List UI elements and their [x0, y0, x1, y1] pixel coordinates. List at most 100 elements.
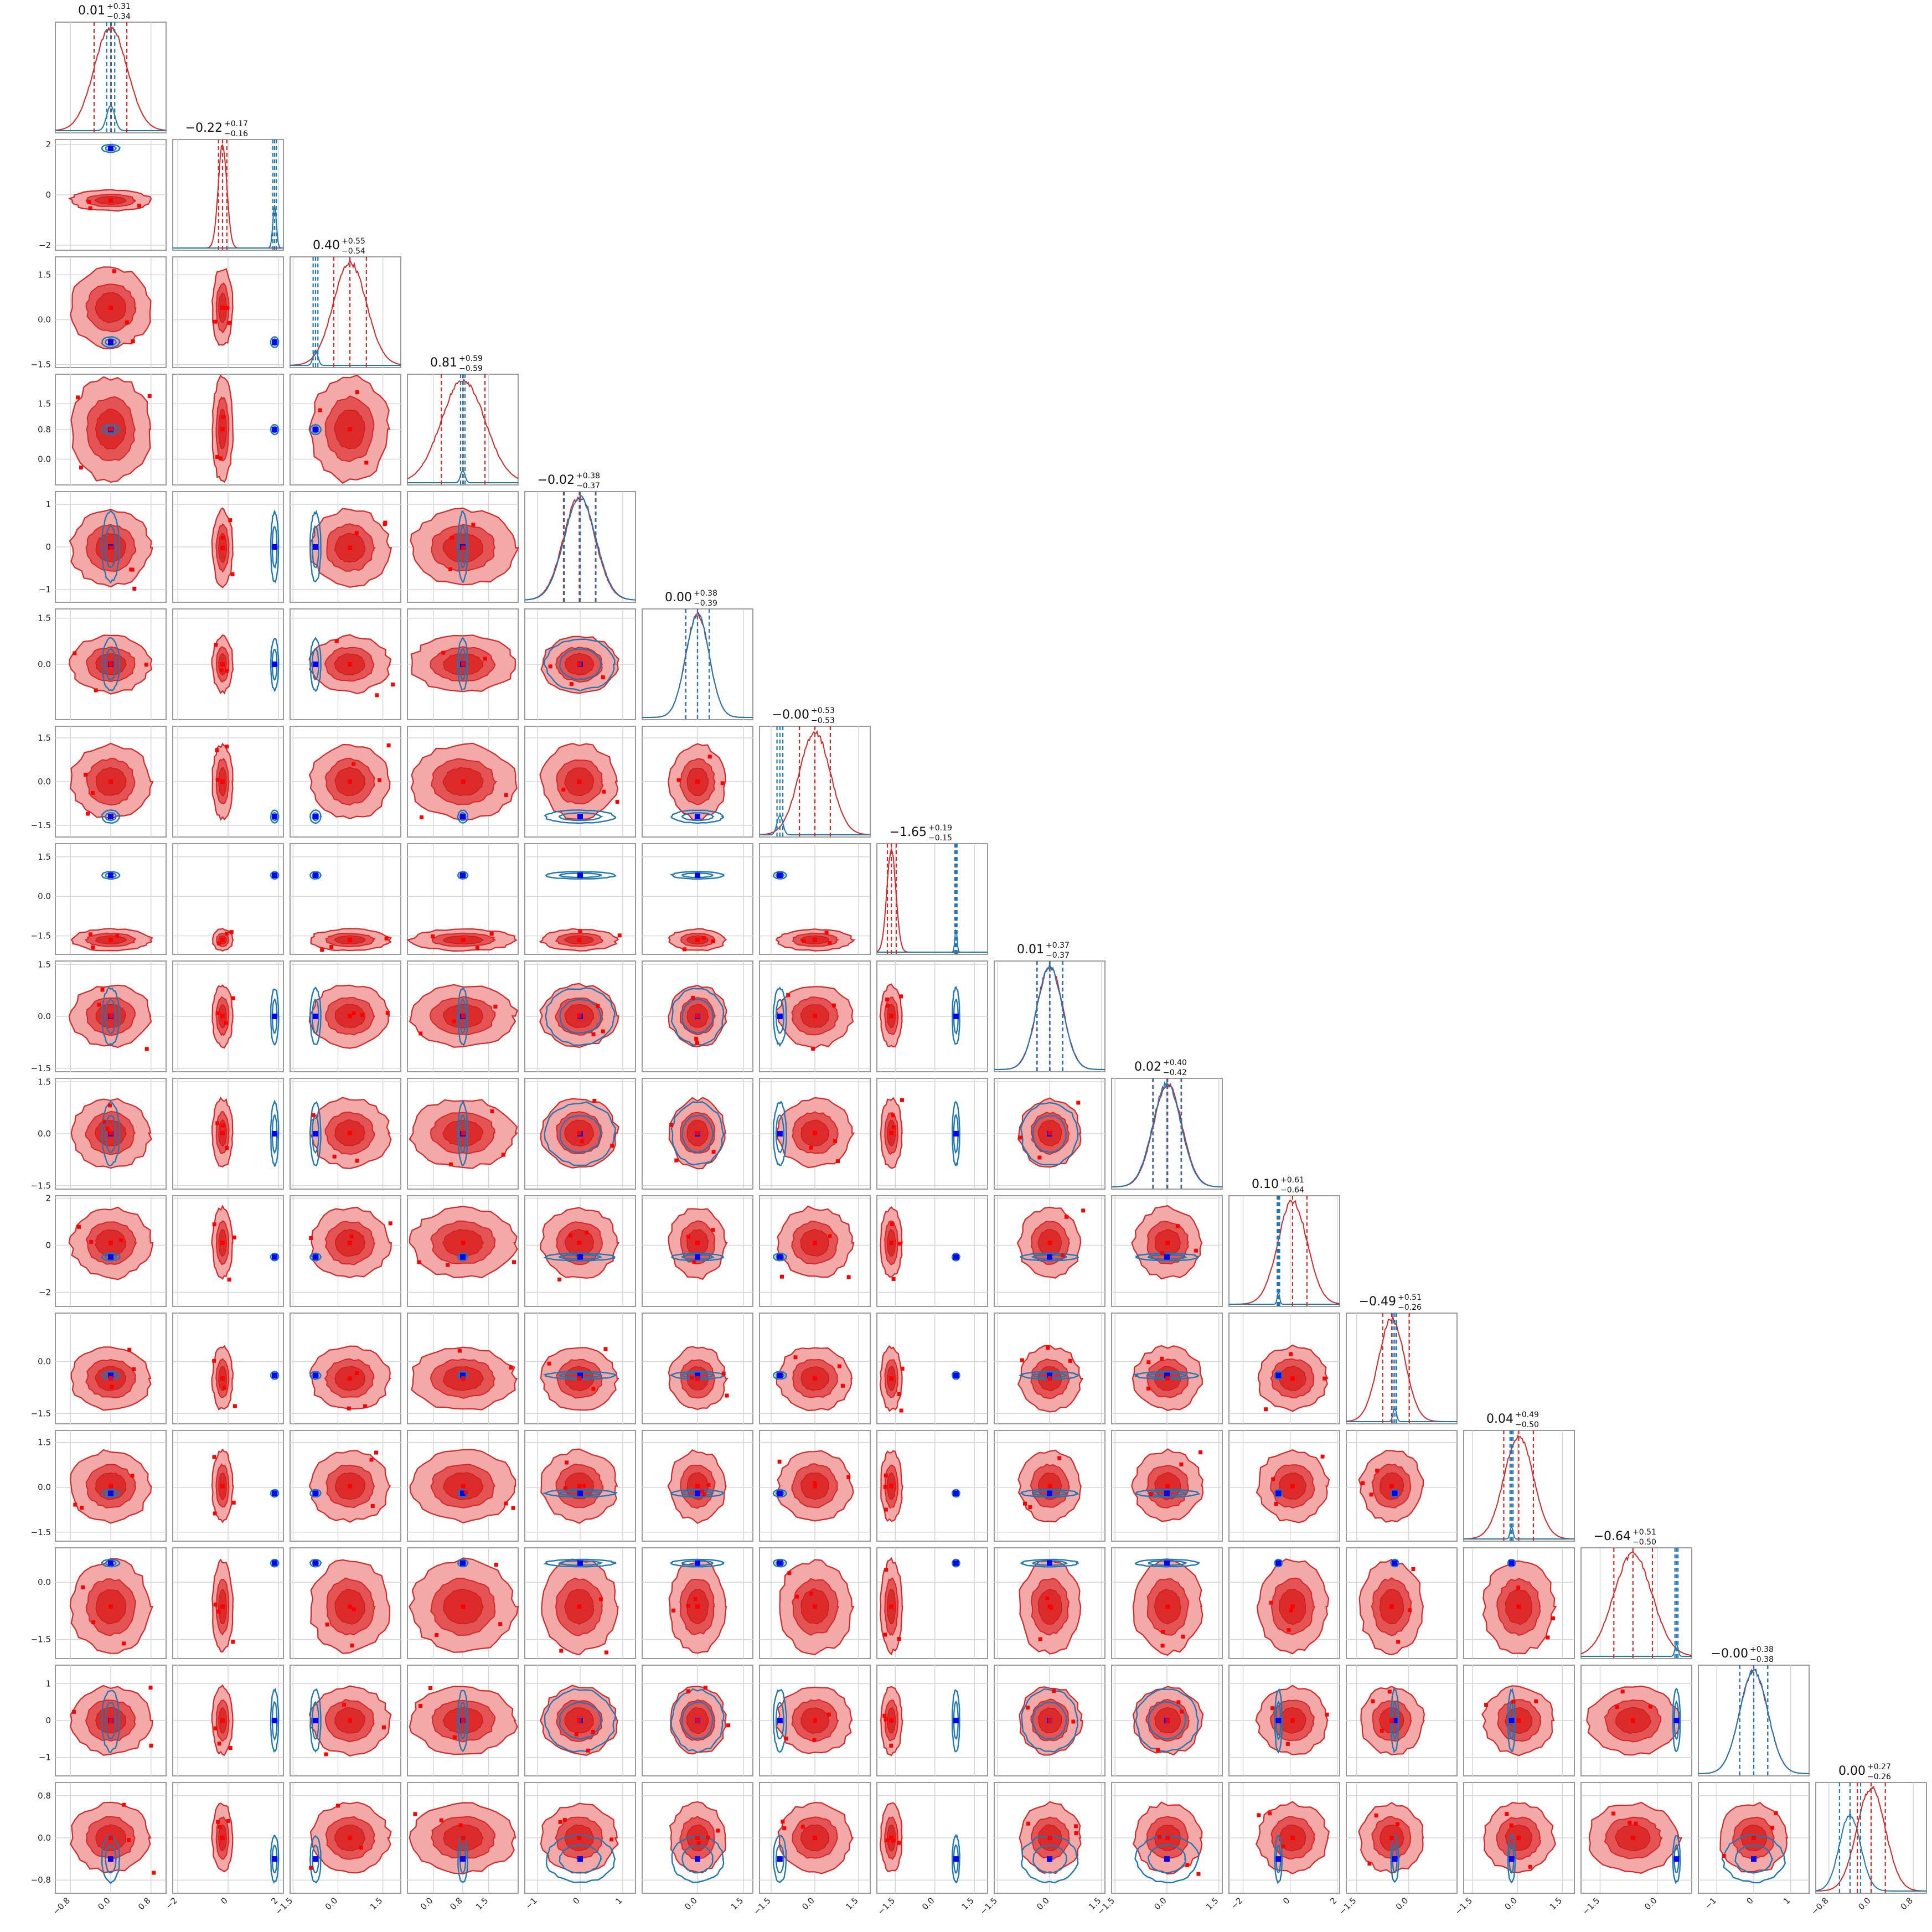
red-point	[1046, 1346, 1050, 1350]
blue-contour-inner	[1146, 1490, 1188, 1496]
blue-contour-outer	[270, 1371, 280, 1380]
blue-contour-outer	[1018, 1371, 1080, 1380]
red-point	[1185, 1863, 1190, 1867]
red-point	[230, 572, 235, 576]
y-tick-label: 1.5	[38, 852, 51, 862]
blue-contour-outer	[101, 986, 121, 1046]
red-point	[1630, 1836, 1635, 1840]
blue-point	[1392, 1718, 1398, 1723]
param-title-value: −0.02	[538, 473, 575, 487]
blue-contour-outer	[309, 637, 322, 692]
red-point	[695, 779, 700, 784]
blue-point	[272, 1254, 278, 1260]
red-point	[132, 1367, 136, 1371]
blue-point	[1392, 1560, 1398, 1566]
red-point	[220, 1484, 225, 1489]
blue-contour-inner	[559, 1372, 603, 1378]
red-point	[695, 1836, 700, 1840]
panel-14-5	[524, 1547, 636, 1659]
blue-contour-inner	[558, 872, 603, 879]
red-point	[695, 1241, 700, 1246]
blue-point	[777, 1014, 783, 1019]
red-point	[691, 996, 695, 1000]
blue-contour-outer	[309, 1489, 322, 1498]
panel-frame	[290, 256, 401, 368]
red-point	[580, 1139, 585, 1144]
red-point	[891, 1125, 896, 1129]
y-tick-label: 1	[45, 1678, 51, 1688]
red-point	[577, 1718, 582, 1723]
panel-12-2	[172, 1313, 284, 1424]
blue-marginal-line	[290, 349, 401, 366]
red-point	[220, 937, 225, 942]
panel-6-6: 0.00 +0.38−0.39	[642, 589, 753, 720]
red-point	[231, 996, 235, 1000]
panel-14-13	[1463, 1547, 1575, 1659]
x-tick-label: 0.0	[683, 1895, 699, 1912]
blue-contour-outer	[101, 1371, 121, 1380]
blue-contour-outer	[772, 1558, 787, 1568]
red-point	[461, 1836, 466, 1840]
y-tick-label: 0	[45, 1716, 51, 1726]
red-point	[109, 1130, 113, 1135]
panel-10-5	[524, 1078, 636, 1190]
param-title-minus: −0.16	[224, 130, 248, 138]
blue-contour-inner	[559, 999, 602, 1034]
panel-frame	[1580, 1547, 1692, 1659]
blue-contour-outer	[545, 1834, 616, 1883]
red-point	[795, 1594, 799, 1599]
red-point	[802, 939, 806, 943]
blue-contour-outer	[1020, 1835, 1079, 1884]
red-point	[1149, 1492, 1154, 1496]
grid-lines	[177, 140, 279, 250]
blue-contour-outer	[669, 1371, 725, 1380]
blue-point	[272, 1490, 278, 1496]
blue-contour-inner	[105, 812, 117, 822]
y-tick-label: 1.5	[38, 399, 51, 409]
red-point	[889, 1718, 894, 1723]
red-point	[1057, 1456, 1062, 1460]
blue-contour-outer	[101, 1489, 121, 1498]
panel-8-2	[172, 843, 284, 955]
red-point	[342, 1702, 347, 1707]
red-point	[609, 1837, 614, 1842]
red-point	[461, 1241, 466, 1246]
blue-contour-outer	[545, 987, 616, 1046]
red-point	[1615, 1705, 1619, 1709]
param-title-plus: +0.37	[1046, 941, 1070, 950]
red-point	[1194, 1248, 1198, 1253]
red-point	[846, 1475, 851, 1479]
panel-16-12: −1.5 0.0	[1337, 1782, 1458, 1917]
blue-point	[312, 1372, 318, 1378]
panel-12-8	[876, 1313, 988, 1424]
blue-contour-inner	[681, 872, 714, 879]
red-point	[1181, 1634, 1185, 1639]
blue-point	[108, 1254, 113, 1260]
param-title-value: −0.00	[1711, 1647, 1748, 1661]
blue-contour-inner	[312, 1114, 319, 1154]
panel-5-2	[172, 491, 284, 603]
red-point	[73, 651, 77, 655]
panel-10-8	[876, 1078, 988, 1190]
grid-lines	[994, 1783, 1105, 1893]
panel-9-2	[172, 960, 284, 1072]
y-tick-label: 1	[45, 499, 51, 509]
red-point	[218, 456, 223, 461]
red-point	[350, 1644, 354, 1648]
panel-10-6	[642, 1078, 753, 1190]
blue-point	[108, 872, 113, 879]
blue-contour-outer	[772, 1489, 787, 1498]
param-title-plus: +0.19	[928, 824, 952, 833]
red-point	[813, 1718, 817, 1723]
red-point	[374, 1450, 379, 1455]
red-point	[109, 1484, 113, 1489]
panel-frame	[1346, 1313, 1458, 1424]
red-point	[601, 1029, 605, 1034]
blue-contour-outer	[270, 509, 280, 583]
red-point	[900, 1366, 905, 1371]
blue-contour-outer	[544, 1101, 616, 1166]
red-point	[220, 1130, 225, 1135]
blue-point	[695, 872, 700, 879]
red-point	[826, 1712, 831, 1717]
red-point	[586, 1748, 591, 1753]
